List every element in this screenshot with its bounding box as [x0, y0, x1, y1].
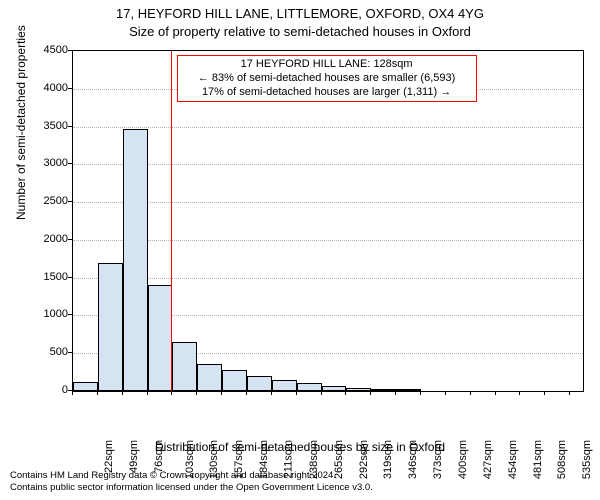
y-tick-label: 1500 — [28, 271, 68, 283]
annotation-line-2: ← 83% of semi-detached houses are smalle… — [184, 72, 470, 86]
x-tick-mark — [420, 391, 421, 395]
title-line-1: 17, HEYFORD HILL LANE, LITTLEMORE, OXFOR… — [0, 6, 600, 21]
y-tick-label: 2500 — [28, 195, 68, 207]
x-tick-mark — [72, 391, 73, 395]
x-tick-mark — [246, 391, 247, 395]
histogram-bar — [73, 382, 98, 391]
x-tick-mark — [122, 391, 123, 395]
y-tick-label: 1000 — [28, 308, 68, 320]
histogram-bar — [148, 285, 173, 391]
x-tick-mark — [544, 391, 545, 395]
x-tick-mark — [470, 391, 471, 395]
x-axis-label: Distribution of semi-detached houses by … — [0, 440, 600, 454]
footer-text: Contains HM Land Registry data © Crown c… — [10, 470, 373, 494]
x-tick-mark — [370, 391, 371, 395]
gridline — [73, 127, 583, 128]
x-tick-mark — [296, 391, 297, 395]
histogram-bar — [322, 386, 347, 391]
histogram-bar — [98, 263, 123, 391]
histogram-bar — [272, 380, 297, 391]
x-tick-mark — [495, 391, 496, 395]
histogram-bar — [197, 364, 222, 391]
y-axis-label: Number of semi-detached properties — [14, 25, 28, 220]
gridline — [73, 202, 583, 203]
title-line-2: Size of property relative to semi-detach… — [0, 24, 600, 39]
chart-frame: 17, HEYFORD HILL LANE, LITTLEMORE, OXFOR… — [0, 0, 600, 500]
gridline — [73, 278, 583, 279]
histogram-bar — [297, 383, 322, 391]
footer-line-1: Contains HM Land Registry data © Crown c… — [10, 470, 373, 482]
x-tick-mark — [321, 391, 322, 395]
y-tick-label: 4000 — [28, 82, 68, 94]
histogram-bar — [247, 376, 272, 391]
histogram-bar — [396, 389, 421, 391]
y-tick-label: 2000 — [28, 233, 68, 245]
annotation-box: 17 HEYFORD HILL LANE: 128sqm ← 83% of se… — [177, 55, 477, 102]
annotation-line-3: 17% of semi-detached houses are larger (… — [184, 86, 470, 100]
x-tick-mark — [221, 391, 222, 395]
x-tick-mark — [97, 391, 98, 395]
plot-area: 17 HEYFORD HILL LANE: 128sqm ← 83% of se… — [72, 50, 584, 392]
footer-line-2: Contains public sector information licen… — [10, 482, 373, 494]
y-tick-label: 3500 — [28, 120, 68, 132]
x-tick-mark — [171, 391, 172, 395]
x-tick-mark — [271, 391, 272, 395]
x-tick-mark — [445, 391, 446, 395]
annotation-line-1: 17 HEYFORD HILL LANE: 128sqm — [184, 58, 470, 72]
x-tick-mark — [147, 391, 148, 395]
x-tick-mark — [519, 391, 520, 395]
histogram-bar — [346, 388, 371, 391]
reference-line — [171, 51, 172, 391]
y-tick-label: 4500 — [28, 44, 68, 56]
y-tick-label: 0 — [28, 384, 68, 396]
x-tick-mark — [196, 391, 197, 395]
gridline — [73, 164, 583, 165]
histogram-bar — [371, 389, 396, 391]
y-tick-label: 3000 — [28, 157, 68, 169]
gridline — [73, 240, 583, 241]
histogram-bar — [123, 129, 148, 391]
x-tick-mark — [569, 391, 570, 395]
y-tick-label: 500 — [28, 346, 68, 358]
x-tick-mark — [395, 391, 396, 395]
x-tick-mark — [345, 391, 346, 395]
histogram-bar — [172, 342, 197, 391]
histogram-bar — [222, 370, 247, 391]
